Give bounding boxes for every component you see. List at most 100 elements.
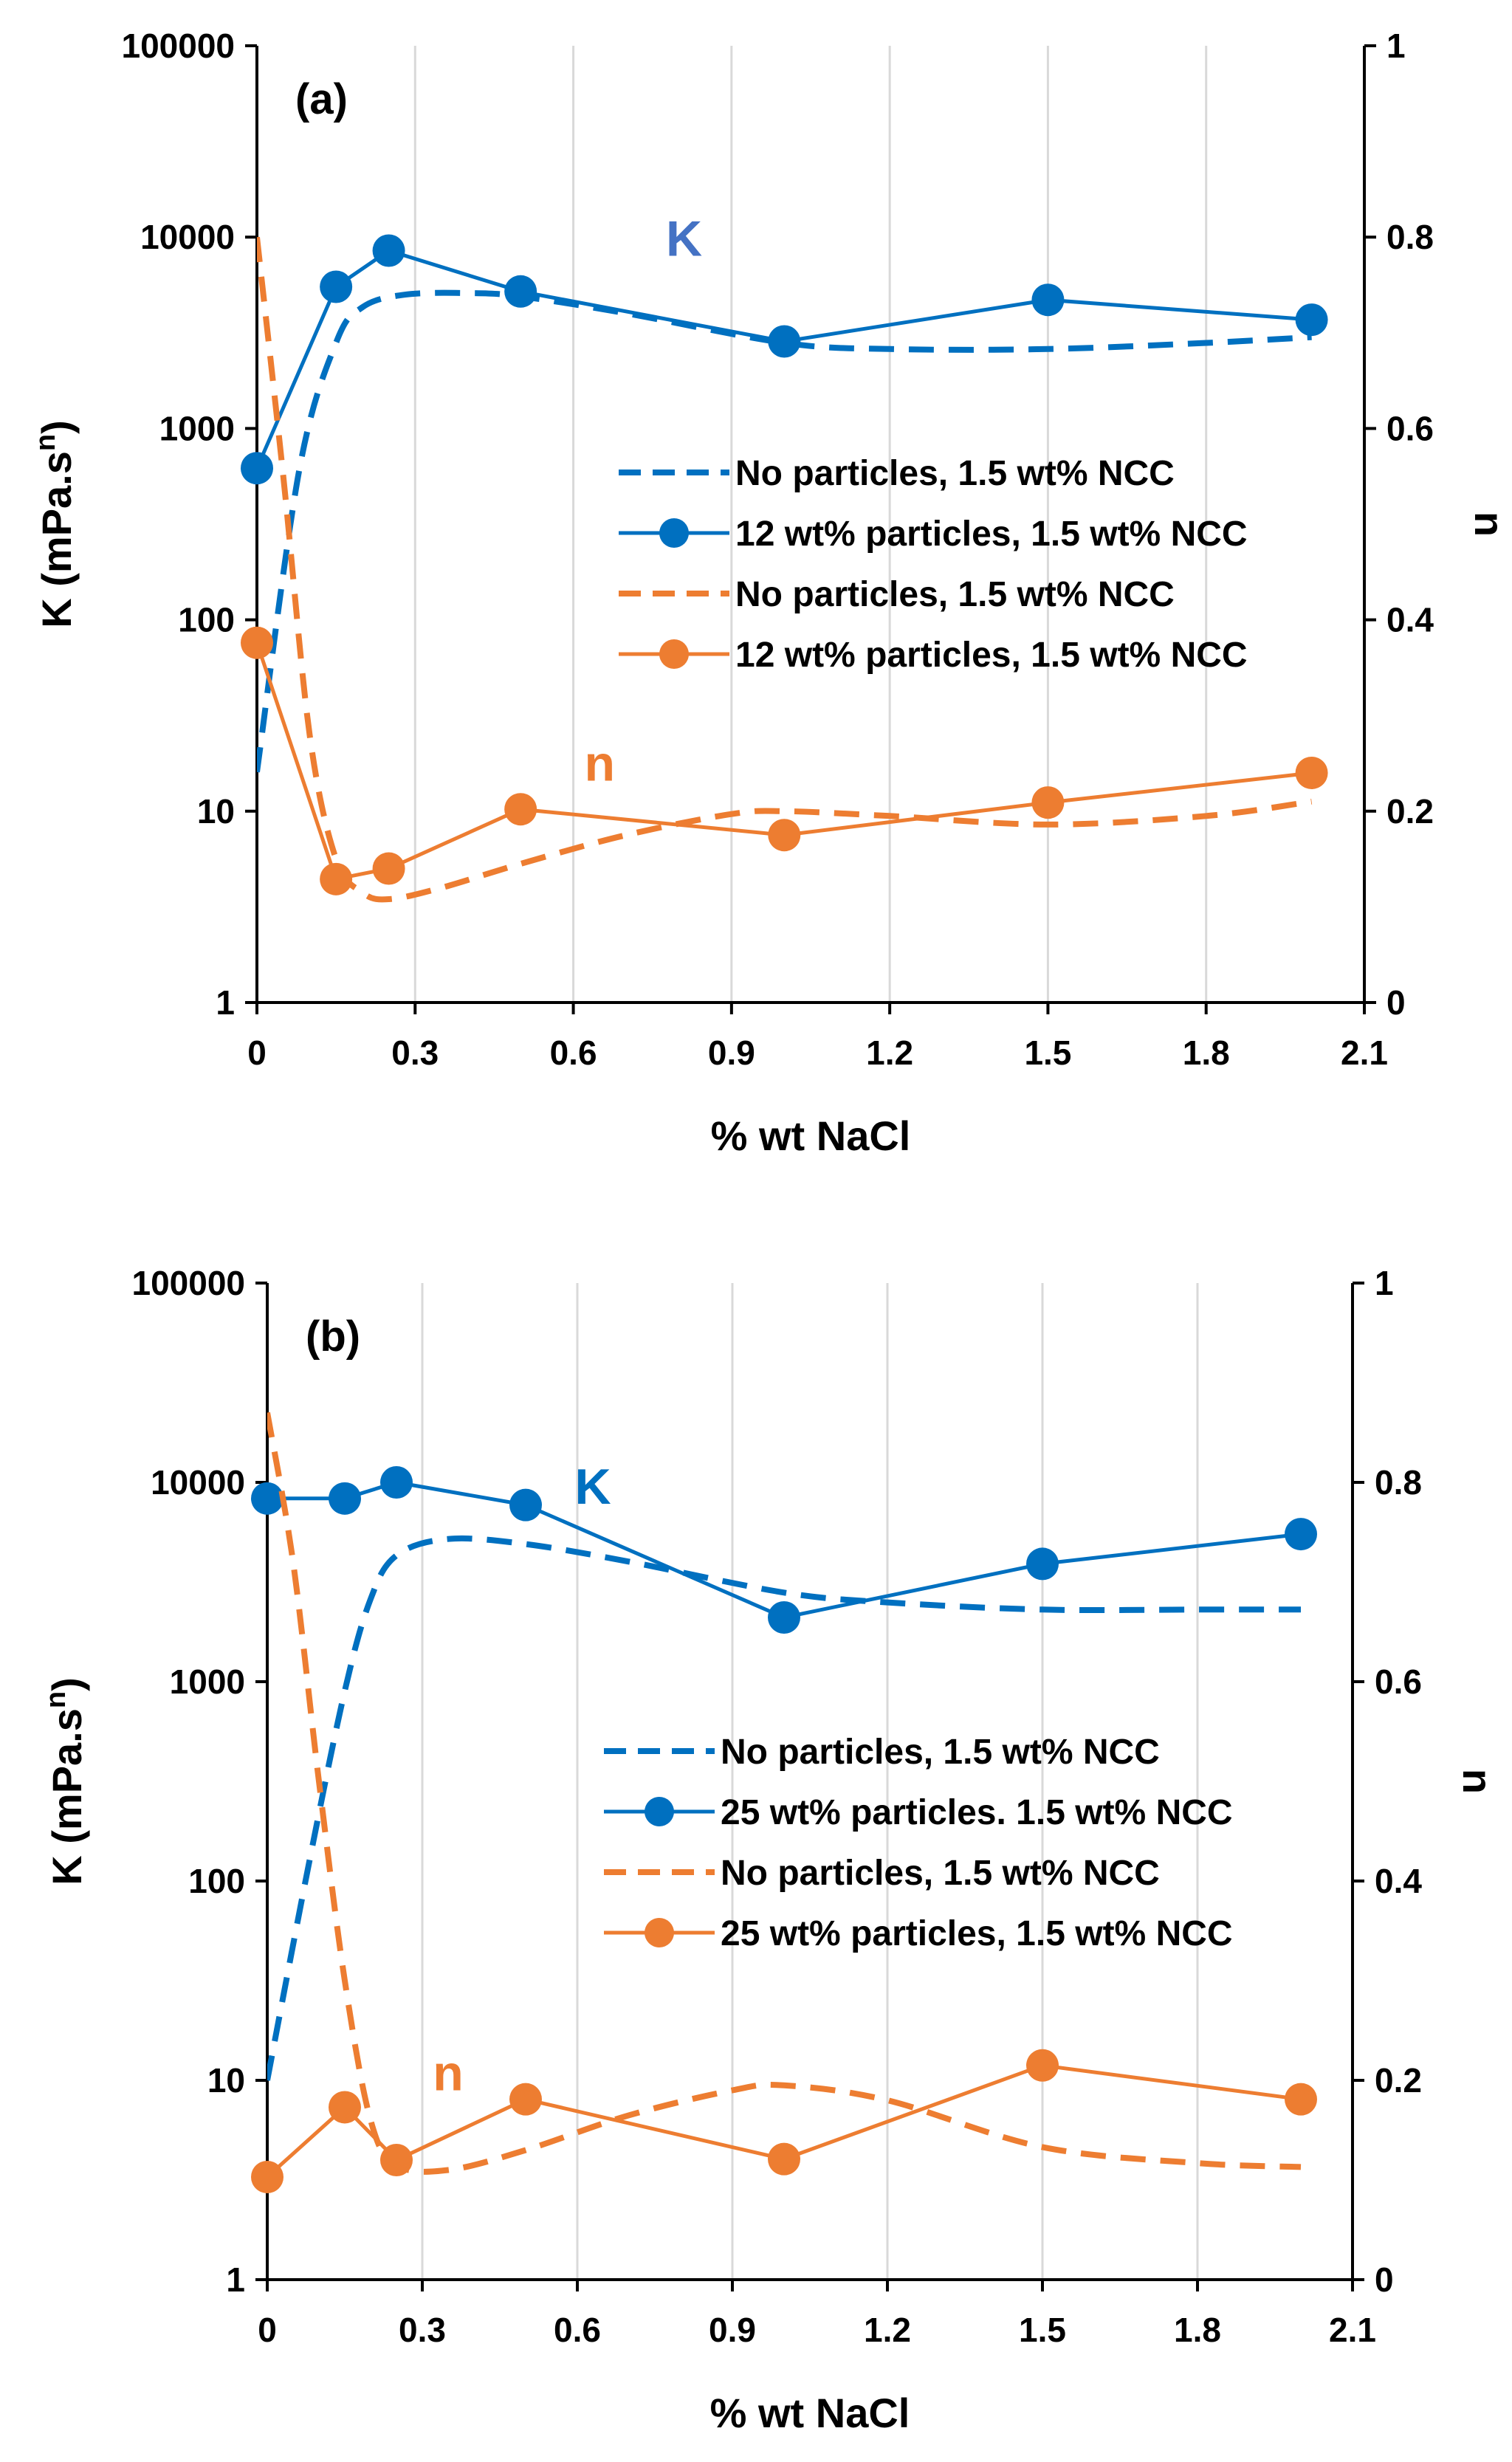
x-tick-label: 0.9 bbox=[708, 1034, 755, 1072]
y-left-tick-label: 100000 bbox=[122, 27, 236, 65]
data-point bbox=[329, 1482, 361, 1515]
y-right-axis-title: n bbox=[1454, 1769, 1501, 1794]
data-point bbox=[1026, 2049, 1059, 2082]
data-point bbox=[372, 852, 405, 885]
annotation-label: K bbox=[574, 1459, 611, 1515]
x-tick-label: 1.8 bbox=[1174, 2311, 1221, 2349]
x-tick-label: 0.3 bbox=[391, 1034, 439, 1072]
data-point bbox=[241, 626, 273, 659]
data-point bbox=[504, 275, 537, 308]
legend: No particles, 1.5 wt% NCC 12 wt% particle… bbox=[619, 454, 1248, 675]
series-line-dashed bbox=[257, 289, 1312, 773]
y-left-tick-label: 100000 bbox=[132, 1264, 246, 1302]
y-left-tick-label: 100 bbox=[178, 601, 235, 639]
legend-label: 25 wt% particles, 1.5 wt% NCC bbox=[721, 1914, 1233, 1953]
y-right-tick-label: 0.8 bbox=[1375, 1463, 1422, 1502]
legend-label: No particles, 1.5 wt% NCC bbox=[721, 1733, 1160, 1772]
annotation-label: n bbox=[585, 735, 616, 791]
series-line-dashed bbox=[267, 1411, 1302, 2175]
x-tick-label: 0.9 bbox=[709, 2311, 756, 2349]
series-line-dashed bbox=[267, 1535, 1301, 2081]
x-tick-label: 1.8 bbox=[1183, 1034, 1230, 1072]
data-point bbox=[1031, 283, 1065, 317]
y-left-tick-label: 100 bbox=[188, 1862, 245, 1900]
data-point bbox=[768, 2142, 800, 2176]
data-point bbox=[1295, 303, 1328, 337]
x-tick-label: 2.1 bbox=[1329, 2311, 1376, 2349]
data-point bbox=[1285, 1518, 1317, 1551]
x-tick-label: 1.5 bbox=[1019, 2311, 1066, 2349]
x-tick-label: 0 bbox=[258, 2311, 277, 2349]
data-point bbox=[251, 2160, 284, 2193]
y-right-tick-label: 0 bbox=[1375, 2260, 1394, 2299]
y-right-tick-label: 0.6 bbox=[1386, 409, 1434, 447]
data-point bbox=[1295, 756, 1328, 789]
y-left-tick-label: 1000 bbox=[170, 1662, 245, 1701]
y-left-tick-label: 1 bbox=[226, 2260, 245, 2299]
y-left-tick-label: 1000 bbox=[159, 409, 235, 447]
y-right-tick-label: 0.2 bbox=[1375, 2061, 1422, 2100]
legend-swatch-marker bbox=[645, 1797, 674, 1826]
data-point bbox=[768, 325, 801, 358]
legend-label: 12 wt% particles, 1.5 wt% NCC bbox=[735, 515, 1248, 554]
legend-label: 25 wt% particles. 1.5 wt% NCC bbox=[721, 1793, 1233, 1832]
data-point bbox=[768, 1601, 800, 1634]
data-point bbox=[372, 234, 405, 267]
y-right-axis-title: n bbox=[1466, 512, 1512, 537]
panel-label: (a) bbox=[295, 75, 348, 123]
series-2 bbox=[267, 1411, 1302, 2175]
data-point bbox=[380, 2144, 413, 2176]
y-right-tick-label: 0.6 bbox=[1375, 1662, 1422, 1701]
legend: No particles, 1.5 wt% NCC 25 wt% particle… bbox=[604, 1733, 1233, 1953]
data-point bbox=[1031, 786, 1065, 819]
data-point bbox=[1026, 1547, 1059, 1581]
x-tick-label: 1.2 bbox=[864, 2311, 911, 2349]
y-left-axis-title-sup: n bbox=[30, 434, 61, 451]
x-axis-title: % wt NaCl bbox=[711, 1113, 911, 1159]
legend-label: 12 wt% particles, 1.5 wt% NCC bbox=[735, 636, 1248, 675]
data-point bbox=[504, 793, 537, 826]
y-right-tick-label: 1 bbox=[1386, 27, 1406, 65]
y-left-axis-title-main: K (mPa.s bbox=[44, 1708, 90, 1885]
y-right-tick-label: 0.4 bbox=[1375, 1862, 1422, 1900]
y-left-tick-label: 10 bbox=[197, 792, 235, 831]
legend-label: No particles, 1.5 wt% NCC bbox=[721, 1854, 1160, 1893]
data-point bbox=[320, 270, 353, 303]
series-2 bbox=[257, 236, 1313, 903]
annotation-label: K bbox=[666, 210, 702, 267]
series-0 bbox=[257, 289, 1312, 773]
panel-label: (b) bbox=[306, 1313, 360, 1361]
y-left-axis-title: K (mPa.sn) bbox=[41, 1677, 90, 1885]
x-tick-label: 1.2 bbox=[866, 1034, 913, 1072]
legend-label: No particles, 1.5 wt% NCC bbox=[735, 575, 1175, 614]
data-point bbox=[509, 1488, 542, 1521]
x-tick-label: 0 bbox=[247, 1034, 267, 1072]
data-point bbox=[768, 819, 801, 852]
y-right-tick-label: 0 bbox=[1386, 983, 1406, 1022]
legend-swatch-marker bbox=[645, 1918, 674, 1947]
data-point bbox=[251, 1482, 284, 1515]
annotation-label: n bbox=[433, 2046, 464, 2102]
data-point bbox=[380, 1466, 413, 1499]
legend-swatch-marker bbox=[659, 518, 689, 548]
y-left-axis-title-close: ) bbox=[33, 420, 80, 434]
x-tick-label: 0.3 bbox=[399, 2311, 446, 2349]
y-right-tick-label: 1 bbox=[1375, 1264, 1394, 1302]
y-right-tick-label: 0.8 bbox=[1386, 218, 1434, 256]
y-left-tick-label: 10 bbox=[207, 2061, 245, 2100]
x-tick-label: 0.6 bbox=[554, 2311, 601, 2349]
x-axis-title: % wt NaCl bbox=[710, 2390, 910, 2436]
y-left-axis-title-sup: n bbox=[41, 1691, 72, 1708]
x-tick-label: 2.1 bbox=[1341, 1034, 1388, 1072]
data-point bbox=[320, 862, 353, 895]
y-right-tick-label: 0.2 bbox=[1386, 792, 1434, 831]
legend-label: No particles, 1.5 wt% NCC bbox=[735, 454, 1175, 493]
series-line-dashed bbox=[257, 236, 1313, 903]
y-left-tick-label: 1 bbox=[216, 983, 235, 1022]
x-tick-label: 1.5 bbox=[1024, 1034, 1071, 1072]
x-tick-label: 0.6 bbox=[550, 1034, 597, 1072]
series-0 bbox=[267, 1535, 1301, 2081]
y-left-axis-title-main: K (mPa.s bbox=[33, 451, 80, 628]
